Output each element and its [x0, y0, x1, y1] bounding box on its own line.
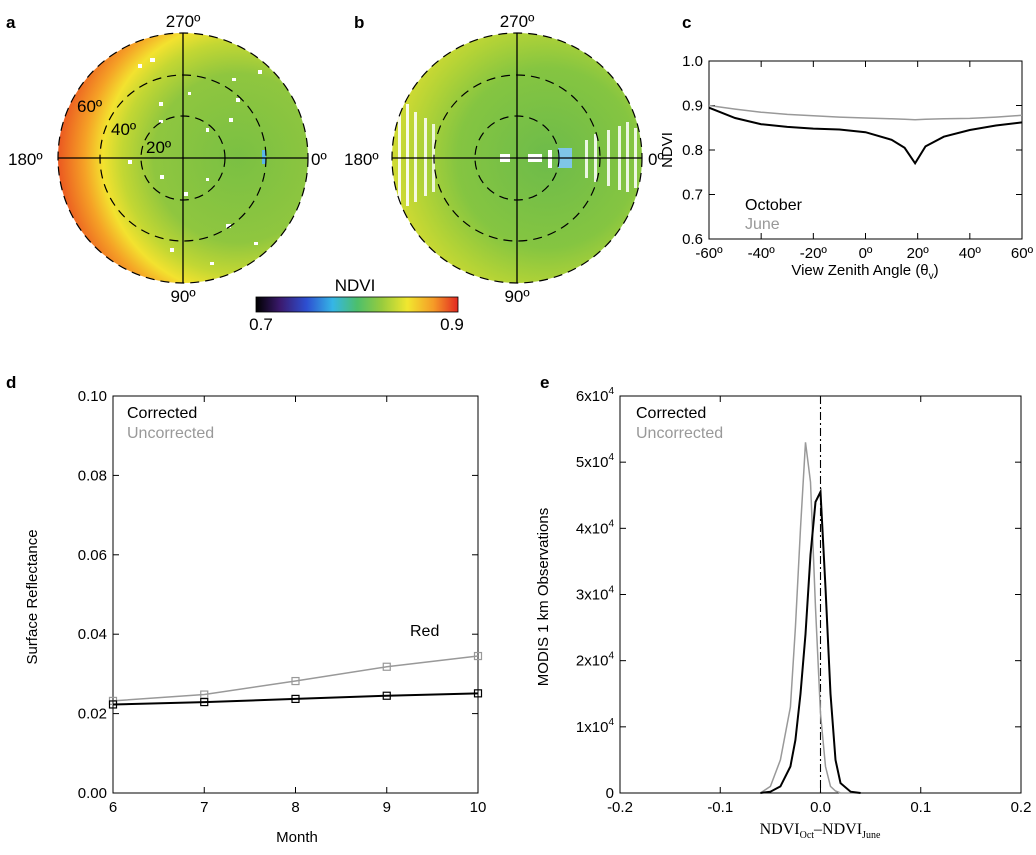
panel-c-series-line-june — [708, 104, 1023, 121]
panel-c-y-tick-label: 0.6 — [682, 231, 703, 248]
panel-b-label: b — [354, 13, 364, 32]
colorbar-max-label: 0.9 — [440, 315, 464, 334]
panel-d-x-tick-label: 9 — [383, 799, 391, 816]
panel-a-ring-label-60: 60º — [77, 97, 102, 116]
panel-e-y-tick-label: 0 — [606, 785, 614, 802]
panel-d-y-tick-label: 0.10 — [78, 388, 107, 405]
panel-d-series-line-corrected — [112, 692, 479, 706]
panel-c-x-axis-title: View Zenith Angle (θv) — [791, 262, 938, 282]
panel-c-ticks: -60º -40º -20º 0º 20º 40º 60º 0.6 0.7 0.8 0.9 1.0 — [682, 53, 1033, 262]
panel-a-angle-bottom: 90º — [170, 287, 195, 306]
colorbar-gradient — [255, 296, 459, 313]
panel-d-data-point-corrected — [473, 689, 483, 698]
panel-e-x-tick-label: 0.1 — [910, 799, 931, 816]
panel-c: c -60º -40º -20º 0º 20º 40º 60º 0.6 0.7 0.8 0.9 1.0… — [659, 13, 1034, 282]
panel-c-x-tick-label: 0º — [859, 245, 873, 262]
panel-e-legend-corrected: Corrected — [636, 405, 706, 422]
panel-d-x-axis-title: Month — [276, 829, 318, 846]
panel-c-legend-october: October — [745, 197, 803, 214]
panel-e-ticks: -0.2 -0.1 0.0 0.1 0.2 0 1x104 2x104 3x104 4x104 5x… — [576, 386, 1032, 816]
colorbar: NDVI 0.7 0.9 — [249, 276, 464, 334]
panel-c-x-tick-label: 60º — [1011, 245, 1034, 262]
panel-a-angle-left: 180º — [8, 150, 43, 169]
panel-a-label: a — [6, 13, 16, 32]
panel-d-series-line-uncorrected — [112, 655, 479, 702]
panel-d-x-tick-label: 8 — [291, 799, 299, 816]
panel-c-x-tick-label: 40º — [959, 245, 982, 262]
panel-d-ticks: 6 7 8 9 10 0.00 0.02 0.04 0.06 0.08 0.10 — [78, 388, 487, 816]
panel-a-angle-right: 0º — [311, 150, 327, 169]
panel-c-series — [708, 104, 1023, 166]
panel-d-y-tick-label: 0.08 — [78, 467, 107, 484]
panel-d-x-tick-label: 10 — [470, 799, 487, 816]
panel-d-legend-uncorrected: Uncorrected — [127, 425, 214, 442]
colorbar-title: NDVI — [335, 276, 376, 295]
panel-b-angle-right: 0º — [648, 150, 664, 169]
panel-a-ring-label-40: 40º — [111, 120, 136, 139]
panel-e-x-axis-title: NDVIOct–NDVIJune — [760, 821, 881, 841]
panel-b-angle-bottom: 90º — [504, 287, 529, 306]
panel-d-plot-frame — [112, 395, 479, 794]
panel-d-data-point-uncorrected — [291, 676, 300, 686]
panel-d-series — [108, 651, 483, 709]
panel-c-y-tick-label: 1.0 — [682, 53, 703, 70]
panel-c-series-line-october — [708, 106, 1023, 166]
panel-e-y-tick-label: 3x104 — [576, 585, 615, 604]
panel-b-angle-top: 270º — [500, 12, 535, 31]
panel-c-x-tick-label: -60º — [695, 245, 723, 262]
panel-e-y-tick-label: 1x104 — [576, 717, 615, 736]
panel-c-y-axis-title: NDVI — [659, 132, 676, 168]
panel-d-label: d — [6, 373, 16, 392]
panel-e-x-tick-label: 0.2 — [1011, 799, 1032, 816]
panel-d-data-point-corrected — [382, 691, 391, 700]
panel-c-y-tick-label: 0.9 — [682, 98, 703, 115]
panel-c-y-tick-label: 0.8 — [682, 142, 703, 159]
panel-a-angle-top: 270º — [166, 12, 201, 31]
panel-e-label: e — [540, 373, 549, 392]
panel-e-y-tick-label: 5x104 — [576, 452, 615, 471]
panel-d-legend-corrected: Corrected — [127, 405, 197, 422]
panel-e-x-tick-label: 0.0 — [810, 799, 831, 816]
panel-d-data-point-corrected — [200, 697, 209, 707]
panel-a: a 270º 90º — [6, 12, 327, 306]
panel-d-data-point-uncorrected — [473, 651, 483, 661]
panel-d-x-tick-label: 6 — [109, 799, 117, 816]
panel-e-x-tick-label: -0.1 — [707, 799, 733, 816]
panel-d-annotation-red: Red — [410, 623, 439, 640]
panel-c-x-tick-label: -40º — [748, 245, 776, 262]
panel-c-legend-june: June — [745, 216, 780, 233]
panel-e-y-tick-label: 2x104 — [576, 651, 615, 670]
panel-c-y-tick-label: 0.7 — [682, 187, 703, 204]
panel-c-x-tick-label: 20º — [907, 245, 930, 262]
panel-d-y-tick-label: 0.00 — [78, 785, 107, 802]
panel-d-data-point-corrected — [108, 700, 118, 709]
panel-d-y-tick-label: 0.02 — [78, 706, 107, 723]
panel-e-y-tick-label: 6x104 — [576, 386, 615, 405]
panel-b-angle-left: 180º — [344, 150, 379, 169]
panel-d-y-tick-label: 0.06 — [78, 547, 107, 564]
panel-e-series-line-corrected — [760, 488, 861, 794]
panel-d-data-point-uncorrected — [382, 662, 391, 671]
colorbar-min-label: 0.7 — [249, 315, 273, 334]
panel-c-label: c — [682, 13, 691, 32]
panel-e-x-tick-label: -0.2 — [607, 799, 633, 816]
panel-e: e -0.2 -0.1 0.0 0.1 0.2 0 1x104 2x104 3x104 4x104… — [535, 373, 1031, 841]
panel-d-data-point-corrected — [291, 694, 300, 704]
panel-a-ring-label-20: 20º — [146, 138, 171, 157]
panel-e-y-tick-label: 4x104 — [576, 518, 615, 537]
panel-e-series — [759, 396, 861, 794]
panel-c-x-tick-label: -20º — [800, 245, 828, 262]
panel-e-series-line-uncorrected — [759, 442, 861, 794]
panel-d-x-tick-label: 7 — [200, 799, 208, 816]
panel-d: d 6 7 8 9 10 0.00 0.02 0.04 0.06 0.08 0.10 Month S… — [6, 373, 486, 846]
panel-e-legend-uncorrected: Uncorrected — [636, 425, 723, 442]
panel-d-y-axis-title: Surface Reflectance — [24, 529, 41, 664]
panel-e-y-axis-title: MODIS 1 km Observations — [535, 508, 552, 686]
panel-b: b 270º 90º 180º 0º — [344, 12, 664, 306]
panel-d-y-tick-label: 0.04 — [78, 626, 107, 643]
